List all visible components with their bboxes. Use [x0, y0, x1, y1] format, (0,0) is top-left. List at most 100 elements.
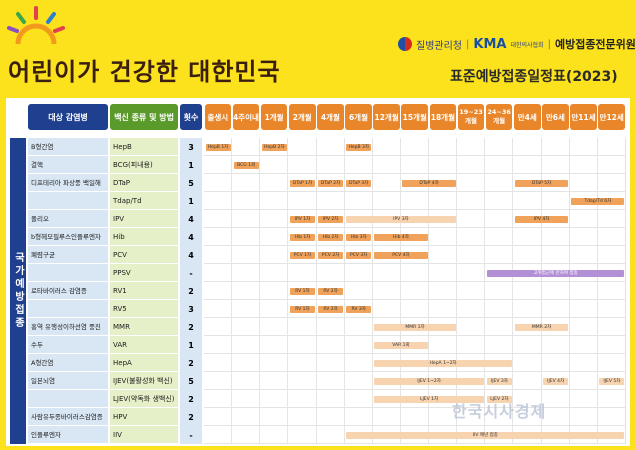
- schedule-cell: [400, 192, 430, 210]
- schedule-cell: [316, 318, 345, 336]
- schedule-cell: [429, 192, 458, 210]
- org-kdca: 질병관리청: [416, 40, 462, 52]
- dose-bar: IJEV 3차: [486, 377, 512, 385]
- org-committee: 예방접종전문위원회: [554, 38, 636, 51]
- schedule-cell: [316, 336, 345, 354]
- schedule-cell: [457, 408, 486, 426]
- schedule-cell: [597, 336, 626, 354]
- schedule-cell: [541, 372, 570, 390]
- schedule-cell: [288, 426, 317, 444]
- schedule-cell: [513, 390, 542, 408]
- schedule-cell: [597, 174, 626, 192]
- schedule-cell: [316, 372, 345, 390]
- schedule-cell: [569, 246, 598, 264]
- schedule-cell: [457, 264, 486, 282]
- disease-name: [28, 264, 108, 282]
- vaccine-name: Hib: [110, 228, 178, 246]
- disease-name: [28, 390, 108, 408]
- schedule-cell: [288, 300, 317, 318]
- schedule-cell: [429, 282, 458, 300]
- vaccine-name: HepA: [110, 354, 178, 372]
- schedule-cell: [485, 408, 514, 426]
- schedule-cell: [457, 192, 486, 210]
- col-header-vaccine: 백신 종류 및 방법: [110, 104, 178, 130]
- schedule-cell: [457, 282, 486, 300]
- schedule-cell: [260, 192, 289, 210]
- dose-bar: LJEV 1차: [374, 395, 484, 403]
- schedule-cell: [597, 192, 626, 210]
- disease-name: 수두: [28, 336, 108, 354]
- schedule-cell: [541, 174, 570, 192]
- dose-bar: IPV 1차: [289, 215, 316, 223]
- schedule-cell: [316, 138, 345, 156]
- disease-name: 사람유두종바이러스감염증: [28, 408, 108, 426]
- schedule-cell: [288, 354, 317, 372]
- schedule-cell: [372, 264, 401, 282]
- disease-name: 홍역 유행성이하선염 풍진: [28, 318, 108, 336]
- schedule-cell: [260, 156, 289, 174]
- schedule-subtitle: 표준예방접종일정표(2023): [450, 69, 618, 85]
- schedule-cell: [204, 264, 233, 282]
- schedule-cell: [344, 390, 373, 408]
- disease-name: [28, 192, 108, 210]
- dose-bar: Hib 4차: [374, 233, 428, 241]
- schedule-cell: [569, 318, 598, 336]
- schedule-cell: [344, 228, 373, 246]
- schedule-cell: [288, 264, 317, 282]
- schedule-cell: [457, 372, 486, 390]
- col-header-age: 출생시: [204, 104, 232, 130]
- schedule-cell: [232, 300, 261, 318]
- schedule-cell: [316, 300, 345, 318]
- schedule-cell: [204, 246, 233, 264]
- dose-bar: HepB 2차: [261, 143, 287, 151]
- schedule-cell: [344, 264, 373, 282]
- dose-bar: DTaP 5차: [514, 179, 569, 187]
- dose-count: -: [180, 264, 202, 283]
- schedule-cell: [316, 192, 345, 210]
- col-header-disease: 대상 감염병: [28, 104, 108, 130]
- schedule-cell: [232, 318, 261, 336]
- schedule-cell: [316, 246, 345, 264]
- schedule-cell: [232, 192, 261, 210]
- schedule-cell: [597, 156, 626, 174]
- schedule-cell: [204, 426, 233, 444]
- schedule-cell: [344, 318, 373, 336]
- dose-count: 4: [180, 210, 202, 229]
- dose-bar: HepB 1차: [205, 143, 231, 151]
- schedule-cell: [232, 228, 261, 246]
- schedule-cell: [485, 246, 514, 264]
- schedule-cell: [569, 354, 598, 372]
- schedule-cell: [204, 390, 233, 408]
- schedule-cell: [204, 300, 233, 318]
- vaccine-name: IPV: [110, 210, 178, 228]
- government-emblem-icon: [398, 37, 412, 51]
- schedule-cell: [513, 228, 542, 246]
- schedule-cell: [316, 174, 345, 192]
- dose-count: 2: [180, 408, 202, 427]
- schedule-cell: [457, 156, 486, 174]
- page-title: 어린이가 건강한 대한민국: [8, 58, 281, 86]
- dose-bar: HepB 3차: [346, 143, 372, 151]
- schedule-cell: [541, 228, 570, 246]
- schedule-cell: [597, 228, 626, 246]
- schedule-cell: [457, 336, 486, 354]
- schedule-cell: [288, 192, 317, 210]
- org-kma-sub: 대한의사협회: [510, 41, 544, 49]
- dose-count: 1: [180, 336, 202, 355]
- vaccine-name: MMR: [110, 318, 178, 336]
- vaccine-name: VAR: [110, 336, 178, 354]
- schedule-cell: [204, 210, 233, 228]
- schedule-cell: [204, 174, 233, 192]
- watermark: 한국시사경제: [452, 402, 547, 421]
- schedule-cell: [316, 228, 345, 246]
- schedule-cell: [513, 246, 542, 264]
- schedule-cell: [429, 336, 458, 354]
- dose-bar: IPV 2차: [318, 215, 344, 223]
- schedule-cell: [344, 138, 373, 156]
- dose-bar: RV 3차: [346, 305, 372, 313]
- dose-bar: Hib 3차: [346, 233, 372, 241]
- schedule-cell: [260, 372, 289, 390]
- schedule-cell: [569, 372, 598, 390]
- dose-count: 1: [180, 192, 202, 211]
- dose-bar: LJEV 2차: [486, 395, 512, 403]
